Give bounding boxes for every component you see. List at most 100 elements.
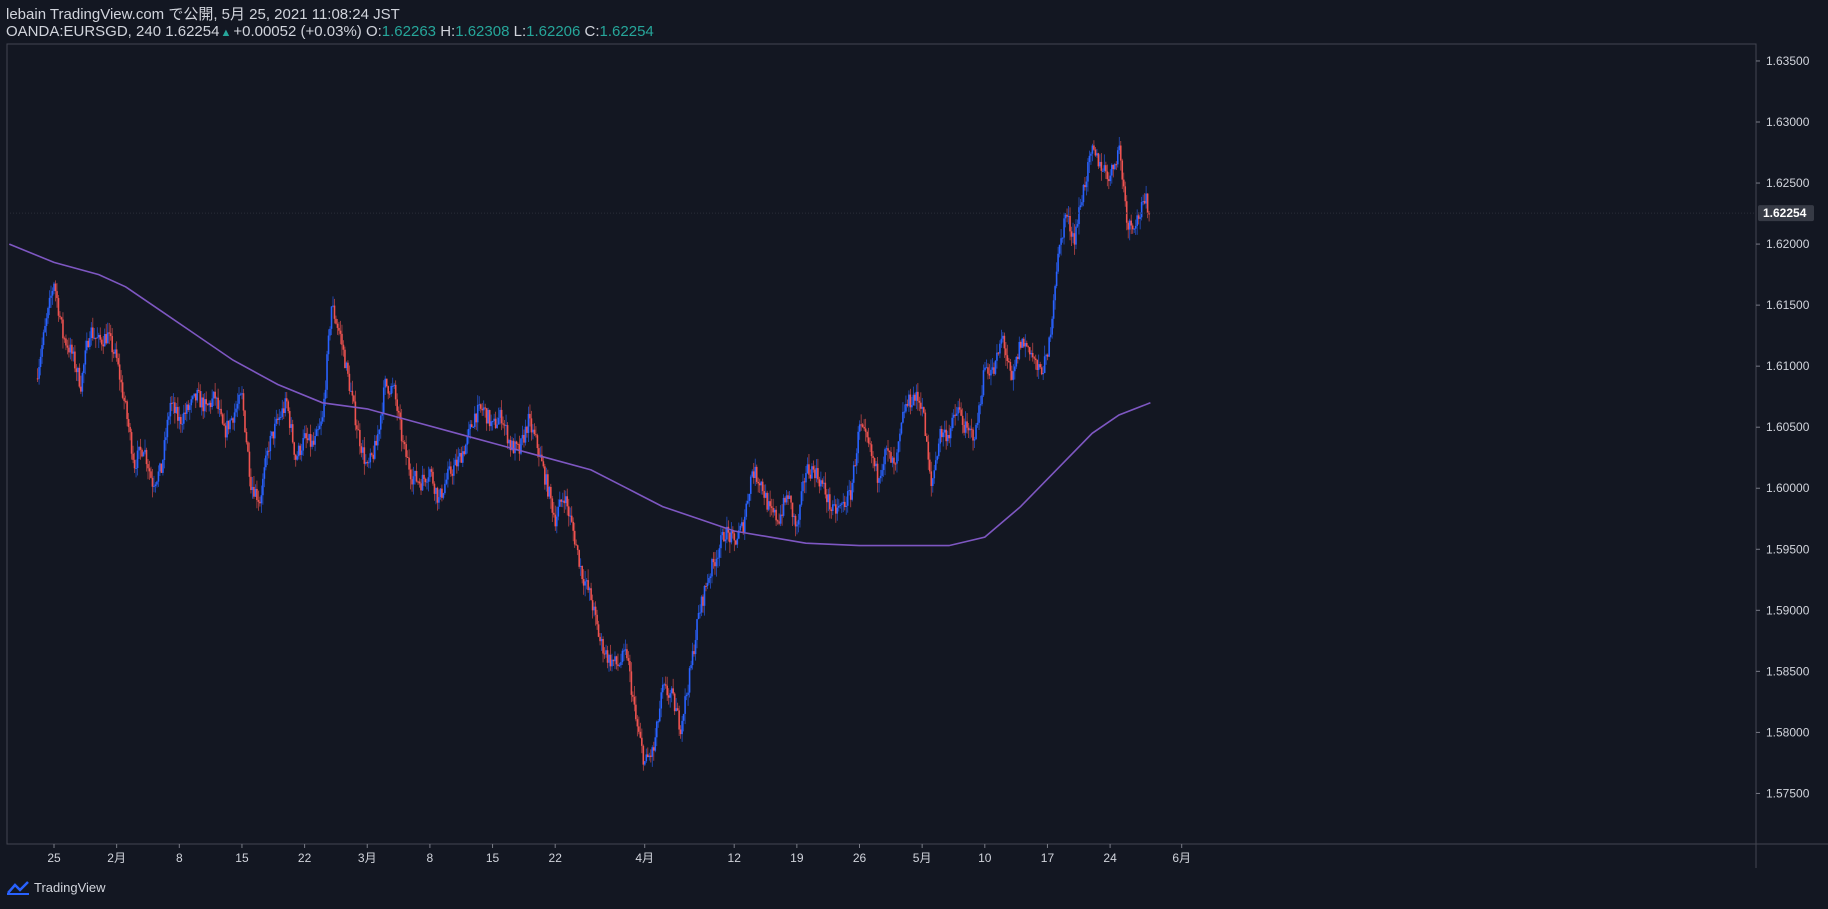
candle-body — [914, 394, 916, 401]
candle-body — [933, 470, 936, 479]
candle-body — [279, 416, 282, 418]
candle-body — [746, 500, 749, 504]
candle-body — [994, 360, 997, 374]
candle-body — [620, 662, 622, 666]
candle-body — [940, 428, 943, 438]
candle-body — [1134, 225, 1137, 229]
candle-body — [823, 482, 825, 484]
candle-body — [702, 596, 704, 606]
candle-body — [408, 457, 410, 470]
candle-body — [303, 433, 306, 439]
candle-body — [326, 354, 328, 390]
candle-body — [291, 424, 294, 443]
candle-body — [338, 327, 340, 331]
candle-body — [608, 654, 610, 663]
candle-body — [290, 424, 293, 428]
candle-body — [314, 435, 316, 445]
candle-body — [260, 495, 263, 504]
x-tick-label: 17 — [1041, 851, 1055, 865]
candle-body — [1109, 175, 1112, 182]
candle-body — [315, 429, 318, 436]
candle-body — [411, 479, 413, 485]
candle-body — [333, 305, 336, 319]
candle-body — [684, 696, 686, 714]
candle-body — [738, 530, 740, 539]
candle-body — [199, 391, 202, 408]
candle-body — [624, 649, 627, 651]
candle-body — [1005, 348, 1007, 356]
candle-body — [1131, 225, 1134, 230]
candle-body — [517, 443, 519, 445]
candle-body — [226, 420, 228, 438]
candle-body — [1046, 354, 1049, 357]
candle-body — [603, 653, 606, 655]
candle-body — [1000, 338, 1003, 344]
y-tick-label: 1.58000 — [1766, 725, 1810, 739]
candle-body — [887, 448, 889, 451]
candle-body — [245, 432, 248, 443]
candle-body — [1115, 164, 1118, 166]
candle-body — [693, 651, 695, 655]
candle-body — [100, 339, 103, 345]
candle-body — [205, 399, 207, 405]
last-price-badge — [1758, 205, 1814, 222]
candle-body — [632, 694, 634, 697]
candle-body — [457, 456, 460, 467]
candle-body — [1003, 335, 1006, 349]
candle-body — [1012, 371, 1015, 380]
candle-body — [530, 418, 533, 433]
candle-body — [1037, 364, 1040, 371]
candle-body — [612, 659, 615, 662]
candle-body — [754, 466, 757, 479]
candle-body — [369, 453, 372, 463]
candle-body — [860, 424, 862, 426]
candle-body — [629, 660, 631, 672]
candle-body — [1030, 352, 1033, 355]
candle-body — [897, 441, 900, 453]
candle-body — [1027, 346, 1030, 348]
candle-body — [42, 332, 45, 346]
candle-body — [584, 581, 586, 586]
candle-body — [144, 449, 146, 453]
candle-body — [1034, 358, 1037, 361]
candle-body — [363, 447, 366, 464]
candles-group — [36, 136, 1150, 771]
candle-body — [396, 399, 398, 411]
candle-body — [121, 382, 124, 398]
candle-body — [778, 521, 780, 524]
candle-body — [696, 619, 698, 641]
candle-body — [341, 333, 343, 345]
candle-body — [1067, 216, 1070, 218]
candle-body — [700, 596, 703, 613]
candle-body — [117, 358, 119, 365]
candle-body — [818, 479, 821, 487]
candle-body — [382, 387, 385, 413]
candle-body — [893, 457, 895, 464]
candle-body — [869, 443, 871, 445]
candle-body — [191, 396, 194, 400]
candle-body — [312, 440, 315, 445]
candle-body — [105, 334, 108, 344]
candle-body — [532, 429, 534, 433]
candle-body — [181, 423, 184, 425]
candle-body — [185, 404, 188, 414]
candle-body — [1018, 341, 1021, 359]
candle-body — [132, 453, 134, 460]
candle-body — [145, 449, 148, 465]
candle-body — [357, 429, 360, 431]
candle-body — [183, 412, 185, 424]
candle-body — [714, 562, 716, 567]
candle-body — [187, 404, 190, 410]
candle-body — [673, 693, 676, 712]
close-label: C: — [584, 23, 600, 40]
candle-body — [848, 490, 851, 492]
candle-body — [103, 334, 106, 347]
candle-body — [500, 409, 503, 424]
candle-body — [41, 345, 43, 357]
candle-body — [481, 408, 483, 411]
candle-body — [1100, 161, 1103, 171]
last-price-badge-label: 1.62254 — [1763, 206, 1807, 220]
candle-body — [875, 463, 877, 467]
candle-body — [172, 402, 175, 404]
